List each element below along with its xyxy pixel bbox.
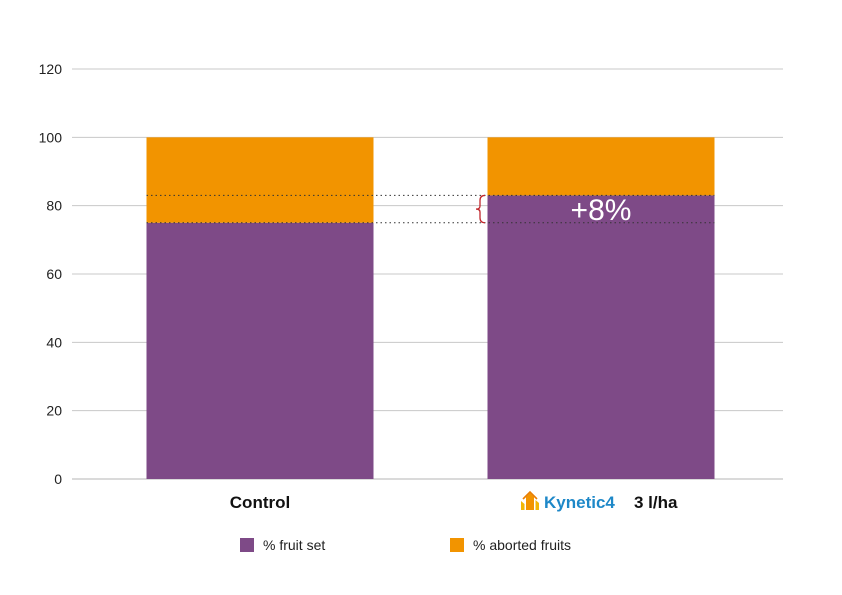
bar-segment-fruit-set-0 [146, 222, 374, 479]
kynetic4-logo-icon [521, 490, 539, 510]
legend-label-aborted-fruits: % aborted fruits [473, 537, 571, 553]
difference-brace [475, 194, 486, 224]
category-label-kynetic4: Kynetic4 3 l/ha [521, 490, 678, 512]
brand-name: Kynetic4 [544, 493, 615, 512]
legend-label-fruit-set: % fruit set [263, 537, 325, 553]
bars [146, 137, 715, 479]
difference-annotation: +8% [146, 194, 715, 227]
y-tick-label-100: 100 [39, 129, 63, 145]
legend-swatch-aborted-fruits [450, 538, 464, 552]
y-tick-label-80: 80 [46, 198, 62, 214]
y-tick-label-0: 0 [54, 471, 62, 487]
x-axis-category-labels: Control Kynetic4 3 l/ha [230, 490, 678, 512]
y-tick-label-20: 20 [46, 403, 62, 419]
y-tick-label-120: 120 [39, 61, 63, 77]
category-label-control: Control [230, 493, 290, 512]
legend: % fruit set % aborted fruits [240, 537, 571, 553]
bar-segment-aborted-fruits-0 [146, 137, 374, 223]
y-tick-label-40: 40 [46, 334, 62, 350]
legend-swatch-fruit-set [240, 538, 254, 552]
difference-label: +8% [571, 194, 632, 227]
bar-segment-aborted-fruits-1 [487, 137, 715, 196]
y-axis-tick-labels: 0 20 40 60 80 100 120 [39, 61, 63, 487]
dose-label: 3 l/ha [634, 493, 678, 512]
bar-segment-fruit-set-1 [487, 195, 715, 479]
y-tick-label-60: 60 [46, 266, 62, 282]
